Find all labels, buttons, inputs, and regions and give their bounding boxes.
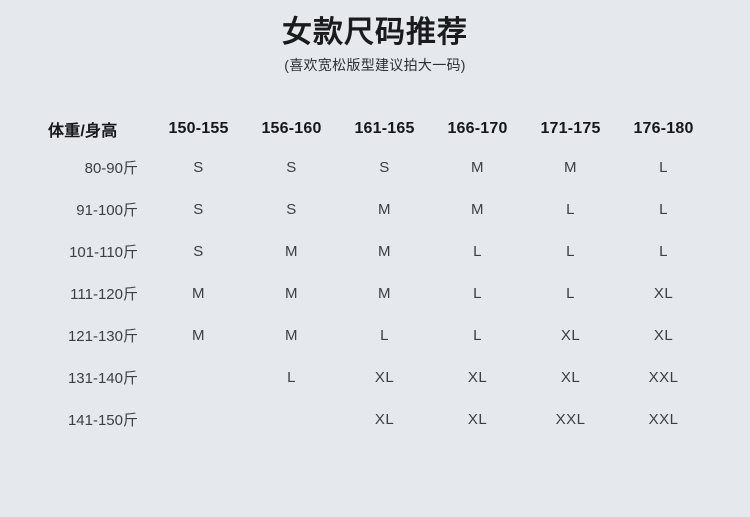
size-cell: L xyxy=(473,284,482,302)
table-row: 121-130斤 M M L L XL XL xyxy=(44,314,710,356)
size-cell: L xyxy=(566,200,575,218)
size-cell: M xyxy=(378,200,391,218)
row-label-weight: 80-90斤 xyxy=(84,159,138,177)
size-cell: L xyxy=(566,242,575,260)
heading-block: 女款尺码推荐 (喜欢宽松版型建议拍大一码) xyxy=(0,14,750,76)
size-cell: L xyxy=(659,242,668,260)
table-header: 体重/身高 150-155 156-160 161-165 166-170 17… xyxy=(44,112,710,146)
size-cell: XXL xyxy=(555,410,586,428)
size-cell: M xyxy=(471,158,484,176)
size-cell: M xyxy=(192,326,205,344)
page-subtitle: (喜欢宽松版型建议拍大一码) xyxy=(284,57,466,73)
header-height-150-155: 150-155 xyxy=(168,120,229,137)
size-cell: S xyxy=(286,158,297,176)
size-cell: L xyxy=(659,158,668,176)
size-cell: XL xyxy=(374,410,395,428)
row-label-weight: 111-120斤 xyxy=(70,285,138,303)
row-label-weight: 141-150斤 xyxy=(67,411,138,429)
size-cell: M xyxy=(285,284,298,302)
table-row: 111-120斤 M M M L L XL xyxy=(44,272,710,314)
size-cell: XL xyxy=(467,410,488,428)
table-row: 80-90斤 S S S M M L xyxy=(44,146,710,188)
table-row: 141-150斤 XL XL XXL XXL xyxy=(44,398,710,440)
size-cell: XL xyxy=(653,284,674,302)
size-cell: M xyxy=(564,158,577,176)
size-recommendation-table: 体重/身高 150-155 156-160 161-165 166-170 17… xyxy=(44,112,710,440)
size-cell: S xyxy=(193,242,204,260)
size-cell: M xyxy=(471,200,484,218)
header-height-166-170: 166-170 xyxy=(447,120,508,137)
size-cell: L xyxy=(473,242,482,260)
size-cell: L xyxy=(380,326,389,344)
size-cell: S xyxy=(193,158,204,176)
table-row: 131-140斤 L XL XL XL XXL xyxy=(44,356,710,398)
size-cell: XXL xyxy=(648,368,679,386)
size-cell: XL xyxy=(374,368,395,386)
size-cell: XL xyxy=(560,368,581,386)
size-cell: M xyxy=(285,326,298,344)
header-height-156-160: 156-160 xyxy=(261,120,322,137)
size-cell-empty xyxy=(245,398,338,440)
size-cell: L xyxy=(659,200,668,218)
table-body: 80-90斤 S S S M M L 91-100斤 S S M M L L 1… xyxy=(44,146,710,440)
header-height-176-180: 176-180 xyxy=(633,120,694,137)
table-row: 101-110斤 S M M L L L xyxy=(44,230,710,272)
size-cell: S xyxy=(286,200,297,218)
size-cell-empty xyxy=(152,356,245,398)
table-header-row: 体重/身高 150-155 156-160 161-165 166-170 17… xyxy=(44,112,710,146)
size-cell: M xyxy=(378,242,391,260)
header-weight-height: 体重/身高 xyxy=(48,123,118,140)
row-label-weight: 131-140斤 xyxy=(67,369,138,387)
row-label-weight: 101-110斤 xyxy=(69,243,138,261)
size-cell: L xyxy=(287,368,296,386)
size-cell: L xyxy=(473,326,482,344)
size-cell: XL xyxy=(560,326,581,344)
size-cell-empty xyxy=(152,398,245,440)
size-cell: M xyxy=(378,284,391,302)
header-height-171-175: 171-175 xyxy=(540,120,601,137)
size-cell: XXL xyxy=(648,410,679,428)
table-row: 91-100斤 S S M M L L xyxy=(44,188,710,230)
row-label-weight: 91-100斤 xyxy=(76,201,138,219)
size-cell: S xyxy=(379,158,390,176)
size-cell: XL xyxy=(467,368,488,386)
size-cell: XL xyxy=(653,326,674,344)
size-cell: M xyxy=(192,284,205,302)
size-cell: L xyxy=(566,284,575,302)
size-cell: S xyxy=(193,200,204,218)
row-label-weight: 121-130斤 xyxy=(67,327,138,345)
header-height-161-165: 161-165 xyxy=(354,120,415,137)
size-cell: M xyxy=(285,242,298,260)
page-title: 女款尺码推荐 xyxy=(282,16,468,49)
